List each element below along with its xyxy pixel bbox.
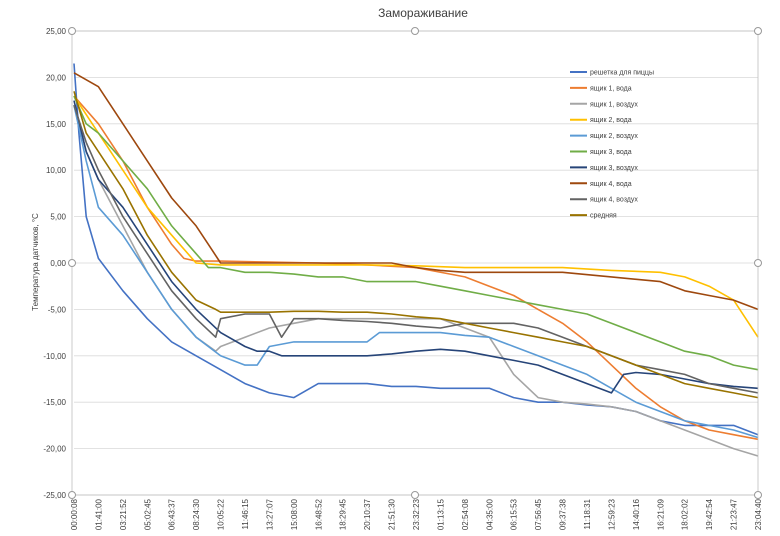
y-axis-ticks: 25,00 20,00 15,00 10,00 5,00 0,00 -5,00 -10,00 -… bbox=[43, 27, 66, 500]
resize-handle-top-left[interactable] bbox=[68, 27, 76, 35]
y-tick-label: 25,00 bbox=[46, 27, 67, 36]
y-tick-label: -20,00 bbox=[43, 445, 66, 454]
y-tick-label: 15,00 bbox=[46, 120, 67, 129]
x-tick-label: 19:42:54 bbox=[705, 498, 714, 530]
x-tick-label: 10:05:22 bbox=[217, 498, 226, 530]
series-line-4 bbox=[73, 95, 759, 338]
legend-label: средняя bbox=[590, 213, 617, 220]
resize-handle-left[interactable] bbox=[68, 259, 76, 267]
x-tick-label: 16:48:52 bbox=[314, 498, 323, 530]
x-tick-label: 04:35:00 bbox=[485, 498, 494, 530]
y-tick-label: 5,00 bbox=[50, 213, 66, 222]
x-tick-label: 08:24:30 bbox=[192, 498, 201, 530]
series-lines bbox=[73, 63, 759, 457]
series-line-10 bbox=[73, 91, 759, 399]
resize-handle-bottom[interactable] bbox=[411, 491, 419, 499]
x-tick-label: 13:27:07 bbox=[265, 498, 274, 530]
y-axis-label: Температура датчиков, °С bbox=[31, 213, 40, 311]
resize-handle-top[interactable] bbox=[411, 27, 419, 35]
x-tick-label: 21:51:30 bbox=[388, 498, 397, 530]
x-tick-label: 06:15:53 bbox=[510, 498, 519, 530]
resize-handle-bottom-right[interactable] bbox=[754, 491, 762, 499]
x-tick-label: 09:37:38 bbox=[559, 498, 568, 530]
series-line-7 bbox=[73, 100, 759, 394]
legend-label: ящик 3, воздух bbox=[590, 165, 638, 172]
x-tick-label: 12:59:23 bbox=[607, 498, 616, 530]
y-tick-label: 0,00 bbox=[50, 259, 66, 268]
x-tick-label: 03:21:52 bbox=[119, 498, 128, 530]
y-tick-label: -15,00 bbox=[43, 398, 66, 407]
x-tick-label: 18:02:02 bbox=[681, 498, 690, 530]
legend-label: ящик 4, воздух bbox=[590, 197, 638, 204]
x-tick-label: 05:02:45 bbox=[143, 498, 152, 530]
y-tick-label: -10,00 bbox=[43, 352, 66, 361]
legend-label: ящик 1, воздух bbox=[590, 101, 638, 108]
y-tick-label: 10,00 bbox=[46, 166, 67, 175]
x-tick-label: 20:10:37 bbox=[363, 498, 372, 530]
x-tick-label: 16:21:09 bbox=[656, 498, 665, 530]
y-tick-label: 20,00 bbox=[46, 73, 67, 82]
resize-handle-top-right[interactable] bbox=[754, 27, 762, 35]
x-tick-label: 01:41:00 bbox=[94, 498, 103, 530]
series-line-6 bbox=[73, 95, 759, 371]
resize-handle-right[interactable] bbox=[754, 259, 762, 267]
resize-handle-bottom-left[interactable] bbox=[68, 491, 76, 499]
legend-label: ящик 2, воздух bbox=[590, 133, 638, 140]
x-tick-label: 15:08:00 bbox=[290, 498, 299, 530]
series-line-2 bbox=[73, 95, 759, 441]
legend-label: ящик 1, вода bbox=[590, 85, 632, 92]
x-tick-label: 14:40:16 bbox=[632, 498, 641, 530]
x-tick-label: 02:54:08 bbox=[461, 498, 470, 530]
legend: решетка для пиццы ящик 1, вода ящик 1, воз… bbox=[570, 70, 654, 220]
y-tick-label: -5,00 bbox=[48, 305, 67, 314]
x-tick-label: 06:43:37 bbox=[168, 498, 177, 530]
legend-label: решетка для пиццы bbox=[590, 70, 654, 77]
series-line-8 bbox=[73, 72, 759, 311]
x-tick-label: 07:56:45 bbox=[534, 498, 543, 530]
chart-title: Замораживание bbox=[378, 6, 468, 20]
legend-label: ящик 3, вода bbox=[590, 149, 632, 156]
x-tick-label: 18:29:45 bbox=[339, 498, 348, 530]
y-tick-label: -25,00 bbox=[43, 491, 66, 500]
selection-frame[interactable] bbox=[68, 27, 762, 499]
series-line-5 bbox=[73, 105, 759, 439]
x-tick-label: 00:00:08 bbox=[70, 498, 79, 530]
x-axis-ticks: 00:00:08 01:41:00 03:21:52 05:02:45 06:43:37… bbox=[70, 498, 763, 530]
legend-label: ящик 2, вода bbox=[590, 117, 632, 124]
x-tick-label: 11:18:31 bbox=[583, 498, 592, 529]
x-tick-label: 11:46:15 bbox=[241, 498, 250, 529]
x-tick-label: 23:04:40 bbox=[754, 498, 763, 530]
legend-label: ящик 4, вода bbox=[590, 181, 632, 188]
x-tick-label: 01:13:15 bbox=[436, 498, 445, 530]
x-tick-label: 23:32:23 bbox=[412, 498, 421, 530]
x-tick-label: 21:23:47 bbox=[730, 498, 739, 530]
